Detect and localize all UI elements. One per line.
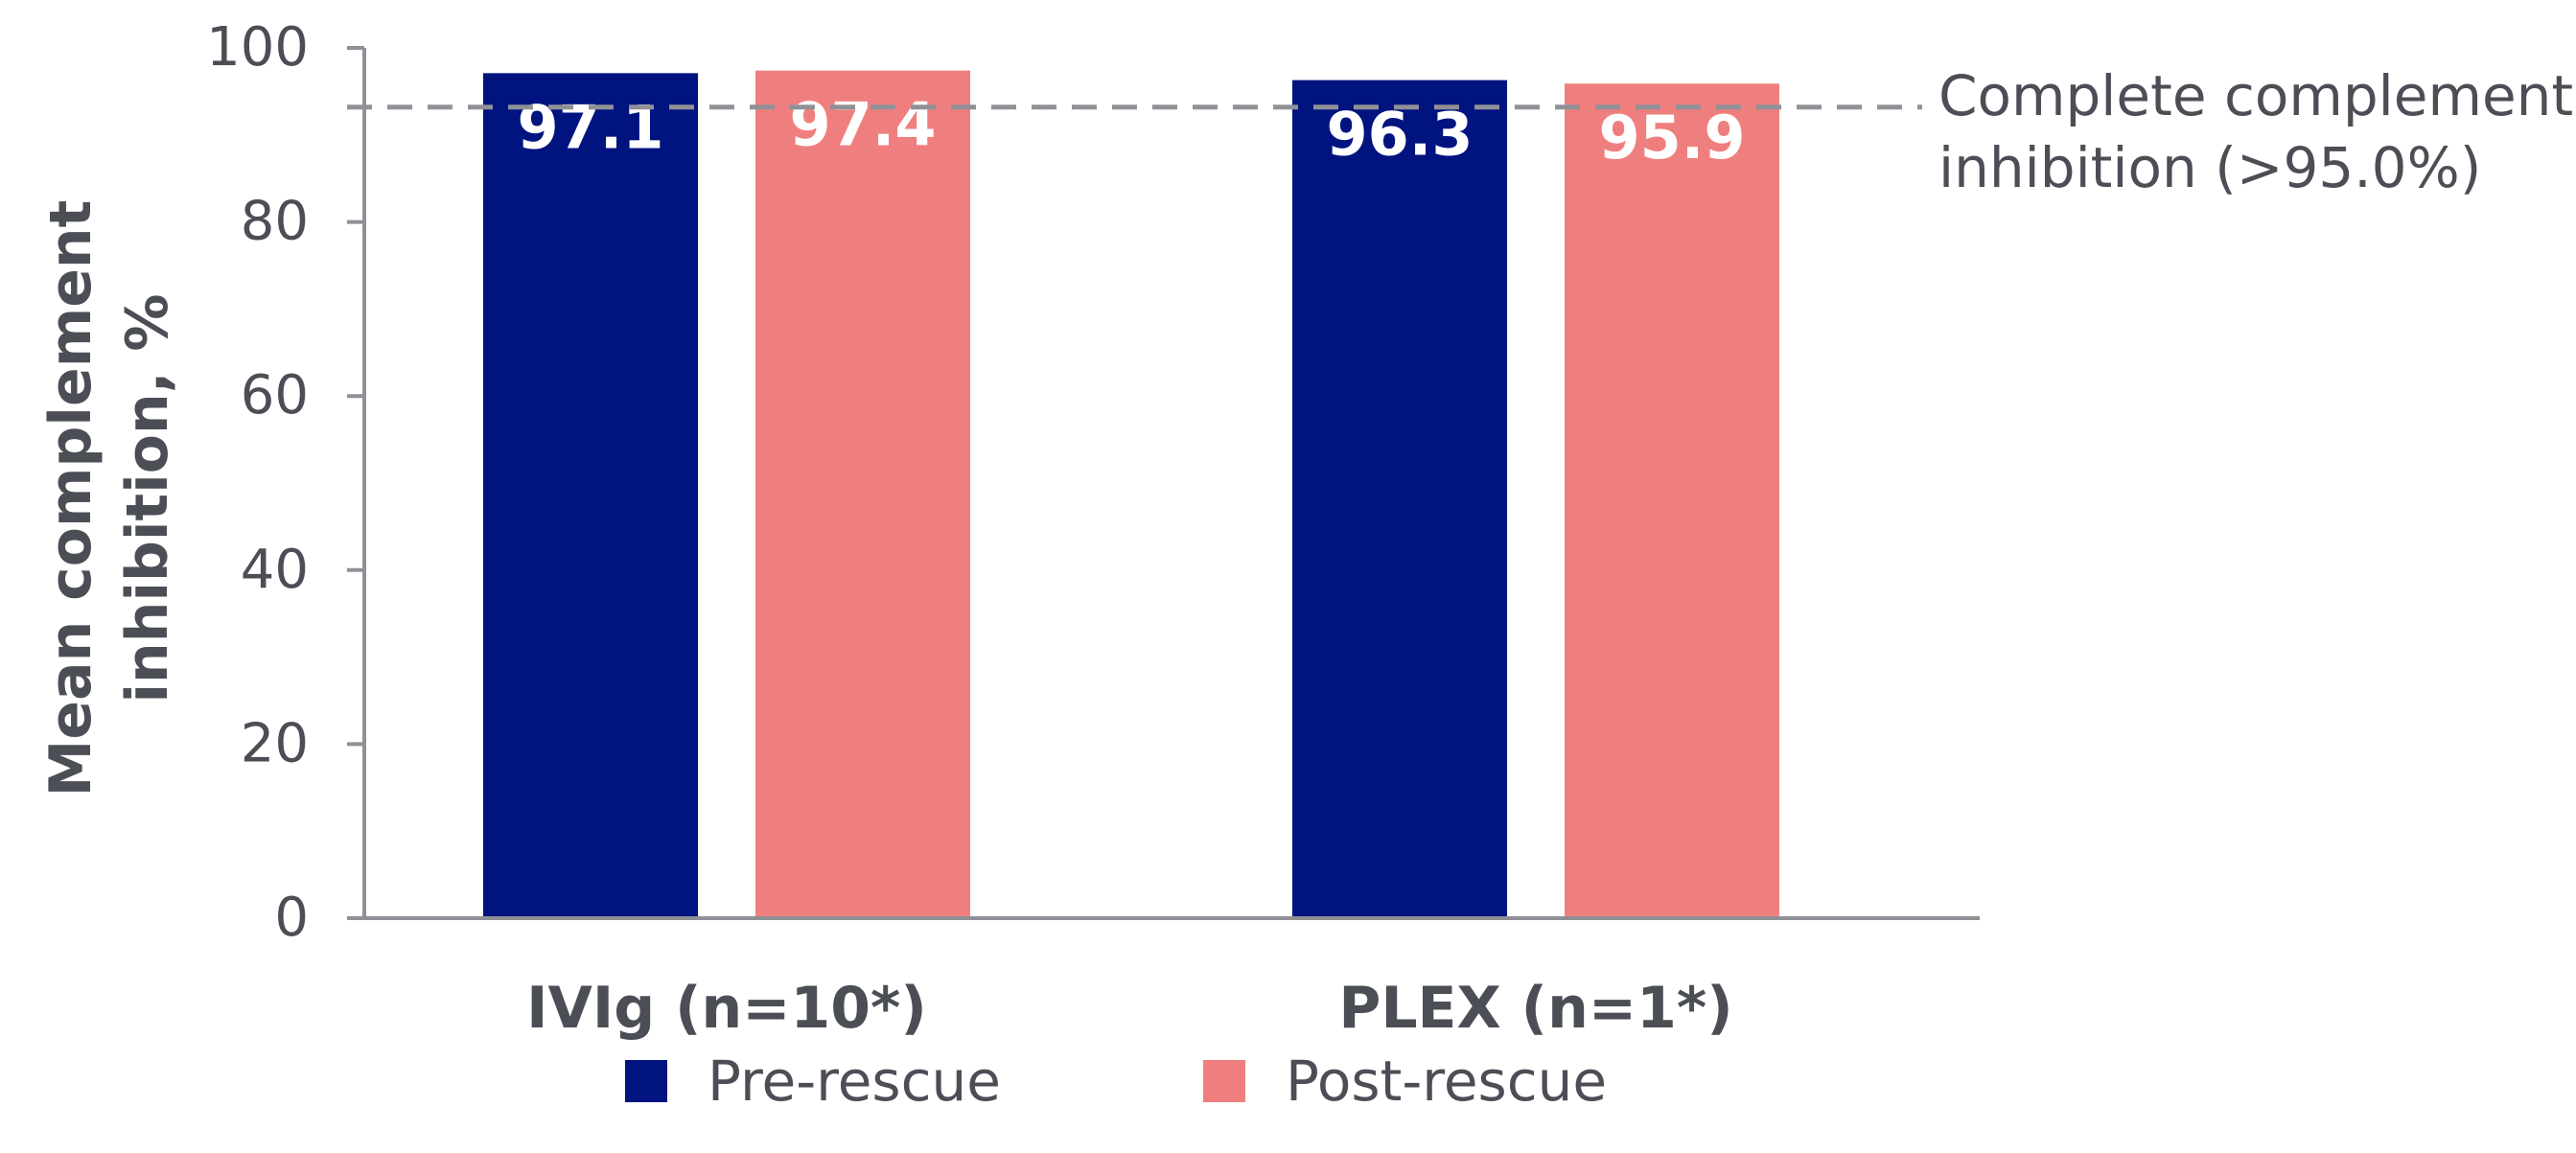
- x-tick-label: PLEX (n=1*): [1338, 975, 1732, 1042]
- y-tick-label: 80: [241, 191, 309, 253]
- bar: [755, 70, 970, 918]
- bars: [483, 70, 1779, 918]
- y-axis-label: Mean complement: [37, 200, 104, 797]
- y-axis-ticks: 0 20 40 60 80 100: [206, 16, 364, 949]
- x-axis-tick-labels: IVIg (n=10*) PLEX (n=1*): [526, 975, 1732, 1042]
- x-tick-label: IVIg (n=10*): [526, 975, 927, 1042]
- legend-label: Post-rescue: [1286, 1049, 1607, 1114]
- y-tick-label: 40: [241, 539, 309, 601]
- legend: Pre-rescue Post-rescue: [625, 1049, 1607, 1114]
- bar: [483, 73, 698, 918]
- reference-line-label: inhibition (>95.0%): [1938, 135, 2481, 200]
- bar-value-labels: 97.1 96.3 97.4 95.9: [518, 90, 1746, 173]
- bar-value-label: 97.1: [518, 92, 664, 162]
- bar: [1565, 83, 1779, 918]
- bar: [1292, 80, 1507, 918]
- y-tick-label: 100: [206, 16, 309, 79]
- y-tick-label: 0: [274, 887, 309, 949]
- reference-line-label: Complete complement: [1938, 63, 2573, 128]
- bar-value-label: 95.9: [1599, 103, 1746, 173]
- y-tick-label: 60: [241, 364, 309, 427]
- legend-swatch: [625, 1060, 667, 1102]
- bar-value-label: 97.4: [790, 90, 937, 160]
- legend-label: Pre-rescue: [708, 1049, 1001, 1114]
- y-axis-label: inhibition, %: [114, 293, 181, 703]
- y-tick-label: 20: [241, 712, 309, 774]
- legend-swatch: [1203, 1060, 1245, 1102]
- bar-value-label: 96.3: [1327, 100, 1474, 170]
